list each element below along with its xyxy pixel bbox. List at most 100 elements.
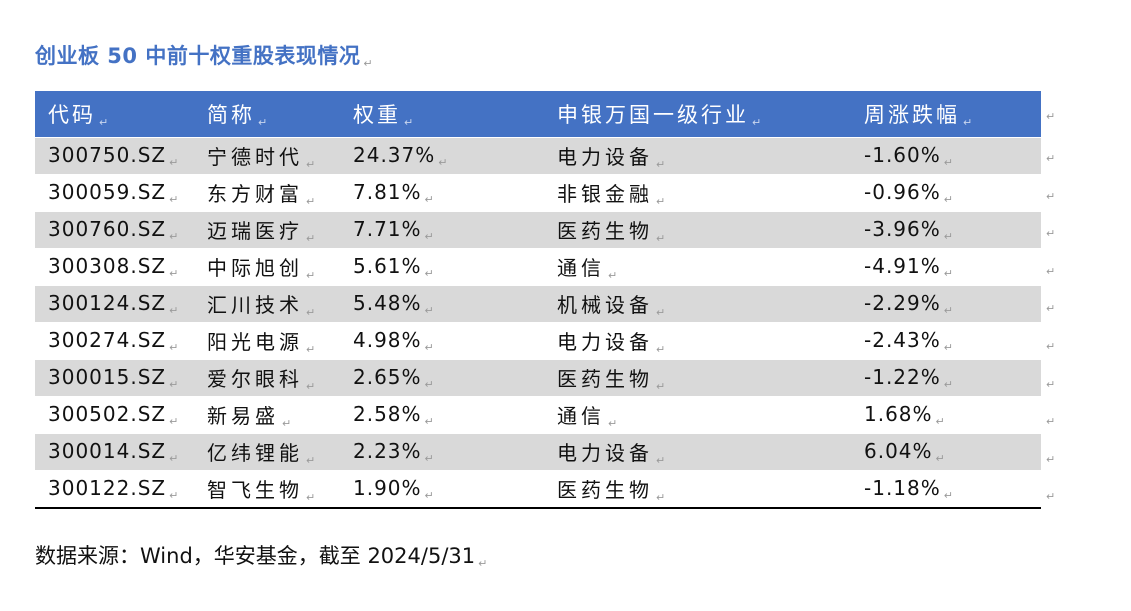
header-weight: 权重 ↵ (351, 91, 557, 138)
cell-industry: 非银金融 ↵ (557, 174, 862, 212)
cell-code: 300750.SZ ↵ (35, 137, 205, 175)
cell-weekly-change: 1.68% ↵ (862, 396, 1041, 434)
cell-weekly-change: -2.29% ↵ (862, 285, 1041, 323)
paragraph-mark-icon: ↵ (478, 557, 488, 570)
constituents-table: 代码 ↵ 简称 ↵ 权重 ↵ 申银万国一级行业 ↵ 周涨跌幅 ↵ 300750.SZ ↵ 宁德… (35, 91, 1041, 509)
row-end-mark-icon: ↵ (1046, 227, 1056, 240)
paragraph-mark-icon: ↵ (943, 230, 954, 243)
cell-weight: 5.61% ↵ (351, 248, 557, 286)
paragraph-mark-icon: ↵ (169, 489, 180, 502)
paragraph-mark-icon: ↵ (258, 116, 271, 129)
row-end-mark-icon: ↵ (1046, 152, 1056, 165)
cell-code: 300122.SZ ↵ (35, 470, 205, 509)
table-row: 300015.SZ ↵ 爱尔眼科 ↵ 2.65% ↵ 医药生物 ↵ -1.22% ↵ (35, 359, 1041, 397)
cell-code: 300015.SZ ↵ (35, 359, 205, 397)
cell-name: 智飞生物 ↵ (205, 470, 351, 509)
cell-industry: 电力设备 ↵ (557, 433, 862, 471)
paragraph-mark-icon: ↵ (282, 417, 296, 430)
paragraph-mark-icon: ↵ (943, 341, 954, 354)
paragraph-mark-icon: ↵ (656, 380, 670, 393)
row-end-mark-icon: ↵ (1046, 453, 1056, 466)
cell-name: 爱尔眼科 ↵ (205, 359, 351, 397)
cell-code: 300059.SZ ↵ (35, 174, 205, 212)
paragraph-mark-icon: ↵ (752, 116, 765, 129)
cell-name: 阳光电源 ↵ (205, 322, 351, 360)
row-end-mark-icon: ↵ (1046, 340, 1056, 353)
cell-code: 300760.SZ ↵ (35, 211, 205, 249)
row-end-mark-icon: ↵ (1046, 110, 1056, 123)
cell-weekly-change: -1.22% ↵ (862, 359, 1041, 397)
cell-industry: 电力设备 ↵ (557, 322, 862, 360)
source-text: 数据来源：Wind，华安基金，截至 2024/5/31 (35, 544, 476, 568)
header-code: 代码 ↵ (35, 91, 205, 138)
table-row: 300760.SZ ↵ 迈瑞医疗 ↵ 7.71% ↵ 医药生物 ↵ -3.96% ↵ (35, 211, 1041, 249)
title-text: 创业板 50 中前十权重股表现情况 (35, 44, 361, 68)
paragraph-mark-icon: ↵ (935, 415, 946, 428)
cell-weekly-change: 6.04% ↵ (862, 433, 1041, 471)
paragraph-mark-icon: ↵ (438, 156, 449, 169)
cell-name: 东方财富 ↵ (205, 174, 351, 212)
cell-code: 300014.SZ ↵ (35, 433, 205, 471)
cell-industry: 医药生物 ↵ (557, 211, 862, 249)
paragraph-mark-icon: ↵ (306, 380, 320, 393)
table-row: 300059.SZ ↵ 东方财富 ↵ 7.81% ↵ 非银金融 ↵ -0.96% ↵ (35, 174, 1041, 212)
paragraph-mark-icon: ↵ (306, 195, 320, 208)
row-end-mark-icon: ↵ (1046, 415, 1056, 428)
row-end-mark-icon: ↵ (1046, 302, 1056, 315)
paragraph-mark-icon: ↵ (306, 306, 320, 319)
cell-name: 亿纬锂能 ↵ (205, 433, 351, 471)
paragraph-mark-icon: ↵ (169, 193, 180, 206)
paragraph-mark-icon: ↵ (424, 230, 435, 243)
paragraph-mark-icon: ↵ (363, 57, 374, 70)
paragraph-mark-icon: ↵ (656, 491, 670, 504)
paragraph-mark-icon: ↵ (169, 415, 180, 428)
cell-weekly-change: -4.91% ↵ (862, 248, 1041, 286)
cell-weekly-change: -0.96% ↵ (862, 174, 1041, 212)
paragraph-mark-icon: ↵ (306, 343, 320, 356)
paragraph-mark-icon: ↵ (656, 454, 670, 467)
header-industry: 申银万国一级行业 ↵ (557, 91, 862, 138)
cell-weight: 1.90% ↵ (351, 470, 557, 509)
paragraph-mark-icon: ↵ (306, 454, 320, 467)
paragraph-mark-icon: ↵ (943, 304, 954, 317)
table-row: 300014.SZ ↵ 亿纬锂能 ↵ 2.23% ↵ 电力设备 ↵ 6.04% ↵ (35, 433, 1041, 471)
cell-name: 中际旭创 ↵ (205, 248, 351, 286)
paragraph-mark-icon: ↵ (424, 489, 435, 502)
paragraph-mark-icon: ↵ (169, 156, 180, 169)
header-name: 简称 ↵ (205, 91, 351, 138)
paragraph-mark-icon: ↵ (424, 378, 435, 391)
cell-weight: 2.65% ↵ (351, 359, 557, 397)
paragraph-mark-icon: ↵ (169, 230, 180, 243)
cell-name: 新易盛 ↵ (205, 396, 351, 434)
cell-weight: 7.71% ↵ (351, 211, 557, 249)
paragraph-mark-icon: ↵ (608, 269, 622, 282)
paragraph-mark-icon: ↵ (424, 193, 435, 206)
table-row: 300750.SZ ↵ 宁德时代 ↵ 24.37% ↵ 电力设备 ↵ -1.60% ↵ (35, 137, 1041, 175)
table-row: 300274.SZ ↵ 阳光电源 ↵ 4.98% ↵ 电力设备 ↵ -2.43% ↵ (35, 322, 1041, 360)
cell-code: 300502.SZ ↵ (35, 396, 205, 434)
cell-industry: 机械设备 ↵ (557, 285, 862, 323)
paragraph-mark-icon: ↵ (943, 378, 954, 391)
paragraph-mark-icon: ↵ (656, 195, 670, 208)
cell-weight: 24.37% ↵ (351, 137, 557, 175)
cell-weight: 2.58% ↵ (351, 396, 557, 434)
paragraph-mark-icon: ↵ (608, 417, 622, 430)
row-end-mark-icon: ↵ (1046, 490, 1056, 503)
source-note: 数据来源：Wind，华安基金，截至 2024/5/31 ↵ (35, 540, 487, 570)
table-body: 300750.SZ ↵ 宁德时代 ↵ 24.37% ↵ 电力设备 ↵ -1.60% ↵ 300059… (35, 137, 1041, 509)
paragraph-mark-icon: ↵ (306, 491, 320, 504)
cell-industry: 医药生物 ↵ (557, 359, 862, 397)
cell-code: 300124.SZ ↵ (35, 285, 205, 323)
paragraph-mark-icon: ↵ (99, 116, 112, 129)
paragraph-mark-icon: ↵ (306, 269, 320, 282)
paragraph-mark-icon: ↵ (169, 378, 180, 391)
cell-industry: 通信 ↵ (557, 248, 862, 286)
cell-name: 汇川技术 ↵ (205, 285, 351, 323)
row-end-mark-icon: ↵ (1046, 265, 1056, 278)
paragraph-mark-icon: ↵ (943, 489, 954, 502)
paragraph-mark-icon: ↵ (169, 304, 180, 317)
cell-name: 宁德时代 ↵ (205, 137, 351, 175)
cell-weight: 2.23% ↵ (351, 433, 557, 471)
paragraph-mark-icon: ↵ (424, 452, 435, 465)
paragraph-mark-icon: ↵ (169, 341, 180, 354)
